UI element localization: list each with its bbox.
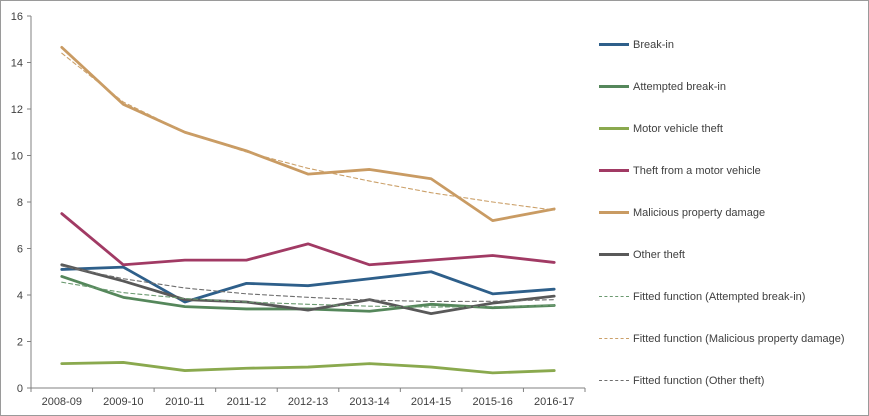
y-axis-tick-label: 14 xyxy=(11,58,23,70)
legend-item-malicious-property-damage: Malicious property damage xyxy=(599,205,867,220)
legend-label-other-theft: Other theft xyxy=(633,248,685,261)
y-axis-tick-label: 12 xyxy=(11,104,23,116)
legend-line-swatch-theft-from-motor-vehicle xyxy=(599,169,629,172)
legend-label-motor-vehicle-theft: Motor vehicle theft xyxy=(633,122,723,135)
series-line-theft-from-a-motor-vehicle xyxy=(60,212,556,267)
legend-item-fitted-malicious-property-damage: Fitted function (Malicious property dama… xyxy=(599,331,867,346)
legend-label-fitted-other-theft: Fitted function (Other theft) xyxy=(633,374,765,387)
legend-line-swatch-attempted-break-in xyxy=(599,85,629,88)
legend-item-fitted-other-theft: Fitted function (Other theft) xyxy=(599,373,867,388)
y-axis-tick-label: 4 xyxy=(17,290,23,302)
x-axis-tick-label: 2008-09 xyxy=(42,396,82,408)
series-line-other-theft xyxy=(60,263,556,316)
x-axis-tick-label: 2014-15 xyxy=(411,396,451,408)
y-axis-tick-label: 6 xyxy=(17,244,23,256)
x-axis-tick-label: 2009-10 xyxy=(103,396,143,408)
legend-label-fitted-attempted-break-in: Fitted function (Attempted break-in) xyxy=(633,290,806,303)
legend-label-attempted-break-in: Attempted break-in xyxy=(633,80,726,93)
legend-label-malicious-property-damage: Malicious property damage xyxy=(633,206,766,219)
legend-label-break-in: Break-in xyxy=(633,38,674,51)
series-line-fitted-function-malicious-property-damage xyxy=(61,52,555,211)
legend-item-break-in: Break-in xyxy=(599,37,867,52)
y-axis-tick-label: 10 xyxy=(11,151,23,163)
legend-item-fitted-attempted-break-in: Fitted function (Attempted break-in) xyxy=(599,289,867,304)
legend-dashed-swatch-fitted-attempted-break-in xyxy=(599,296,629,297)
series-line-motor-vehicle-theft xyxy=(60,361,556,375)
legend-item-attempted-break-in: Attempted break-in xyxy=(599,79,867,94)
legend-dashed-swatch-fitted-malicious-property-damage xyxy=(599,338,629,339)
x-axis-tick-label: 2015-16 xyxy=(472,396,512,408)
legend-line-swatch-motor-vehicle-theft xyxy=(599,127,629,130)
series-line-fitted-function-other-theft xyxy=(61,265,555,303)
x-axis-tick-label: 2016-17 xyxy=(534,396,574,408)
legend-line-swatch-malicious-property-damage xyxy=(599,211,629,214)
x-axis-tick-label: 2011-12 xyxy=(227,396,267,408)
y-axis-tick-label: 2 xyxy=(17,337,23,349)
x-axis-tick-label: 2012-13 xyxy=(288,396,328,408)
legend-line-swatch-break-in xyxy=(599,43,629,46)
legend: Break-in Attempted break-in Motor vehicl… xyxy=(599,37,867,415)
legend-label-fitted-malicious-property-damage: Fitted function (Malicious property dama… xyxy=(633,332,845,345)
y-axis-tick-label: 8 xyxy=(17,197,23,209)
legend-line-swatch-other-theft xyxy=(599,253,629,256)
series-line-fitted-function-attempted-break-in xyxy=(61,281,555,308)
legend-item-theft-from-motor-vehicle: Theft from a motor vehicle xyxy=(599,163,867,178)
series-line-malicious-property-damage xyxy=(60,45,556,223)
legend-item-motor-vehicle-theft: Motor vehicle theft xyxy=(599,121,867,136)
x-axis-tick-label: 2010-11 xyxy=(165,396,205,408)
y-axis-tick-label: 16 xyxy=(11,11,23,23)
x-axis-tick-label: 2013-14 xyxy=(349,396,389,408)
y-axis-tick-label: 0 xyxy=(17,383,23,395)
legend-label-theft-from-motor-vehicle: Theft from a motor vehicle xyxy=(633,164,761,177)
line-chart-plot-area: 0 2 4 6 8 10 12 14 16 2008-09 2009-10 2010-11 2011-1… xyxy=(11,11,586,408)
legend-item-other-theft: Other theft xyxy=(599,247,867,262)
legend-dashed-swatch-fitted-other-theft xyxy=(599,380,629,381)
series-line-break-in xyxy=(60,265,556,304)
